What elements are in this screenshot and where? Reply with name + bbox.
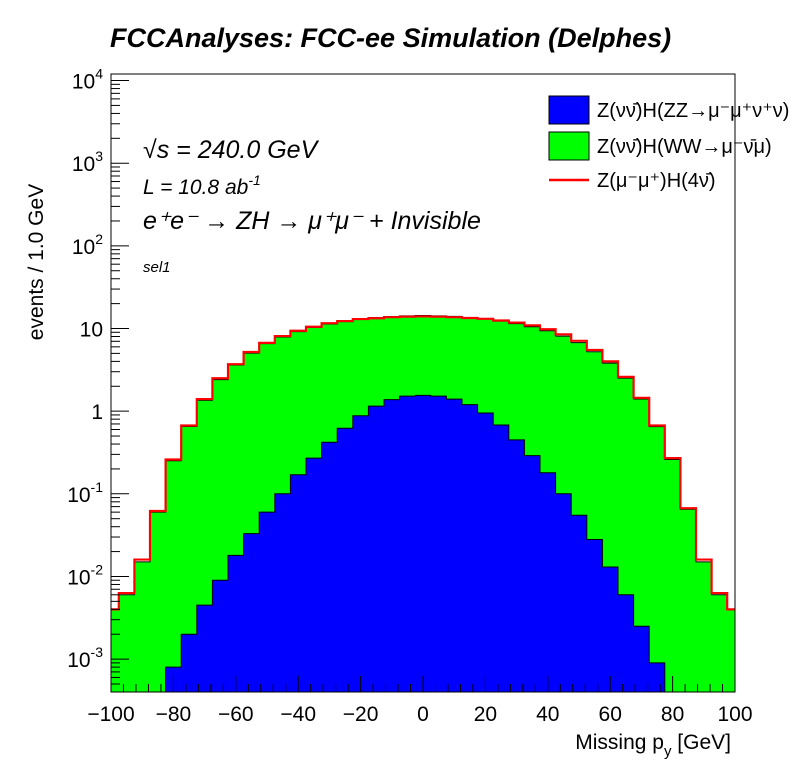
x-tick-label: 0 — [417, 703, 429, 726]
annotations: √s = 240.0 GeV L = 10.8 ab-1 e⁺e⁻ → ZH →… — [143, 136, 481, 276]
luminosity-base: L = 10.8 ab — [143, 176, 249, 199]
y-tick-exponent: -3 — [91, 644, 104, 660]
x-axis: −100 −80 −60 −40 −20 0 20 40 60 80 100 — [87, 676, 753, 726]
sqrt-s-symbol: √s — [143, 136, 169, 164]
x-tick-label: 20 — [474, 703, 497, 726]
legend-swatch-1 — [548, 131, 590, 161]
selection-label: sel1 — [143, 259, 171, 276]
y-tick-label: 10 — [80, 319, 103, 342]
legend-label-0: Z(νν̄)H(ZZ→μ⁻μ⁺ν⁺ν) — [597, 100, 789, 122]
y-tick-label: 102 — [72, 231, 103, 259]
y-tick-base: 1 — [91, 401, 103, 424]
y-tick-exponent: 4 — [95, 66, 103, 82]
y-tick-label: 10-3 — [67, 644, 103, 672]
x-tick-label: −100 — [87, 703, 134, 726]
y-tick-base: 10 — [72, 71, 95, 94]
chart-title: FCCAnalyses: FCC-ee Simulation (Delphes) — [110, 23, 671, 53]
y-tick-label: 10-1 — [67, 479, 103, 507]
x-axis-label: Missing py [GeV] — [575, 731, 731, 760]
sqrt-s-label: √s = 240.0 GeV — [143, 136, 320, 164]
y-axis-label: events / 1.0 GeV — [25, 184, 48, 340]
x-tick-label: −60 — [218, 703, 254, 726]
plot-area — [110, 315, 736, 693]
y-tick-label: 10-2 — [67, 561, 103, 589]
y-tick-base: 10 — [72, 236, 95, 259]
x-tick-label: 100 — [717, 703, 752, 726]
series-0-fill — [111, 394, 735, 693]
x-tick-label: −40 — [280, 703, 316, 726]
y-tick-base: 10 — [67, 566, 90, 589]
y-tick-exponent: 2 — [95, 231, 103, 247]
series-2-line — [111, 315, 735, 611]
legend-swatch-0 — [548, 95, 590, 125]
x-axis-label-unit: [GeV] — [671, 731, 731, 754]
y-tick-label: 104 — [72, 66, 103, 94]
legend-label-1: Z(νν̄)H(WW→μ⁻ν̄μ) — [597, 136, 772, 158]
energy-value: = 240.0 GeV — [169, 136, 319, 164]
y-tick-exponent: -1 — [91, 479, 104, 495]
y-tick-base: 10 — [67, 484, 90, 507]
luminosity-exponent: -1 — [248, 172, 260, 188]
y-tick-base: 10 — [72, 153, 95, 176]
y-tick-base: 10 — [67, 649, 90, 672]
x-axis-label-main: Missing p — [575, 731, 664, 754]
x-tick-label: 40 — [536, 703, 559, 726]
x-tick-label: −20 — [343, 703, 379, 726]
legend-label-2: Z(μ⁻μ⁺)H(4ν̄) — [597, 170, 716, 192]
y-tick-label: 1 — [91, 401, 103, 424]
x-axis-label-sub: y — [664, 743, 672, 760]
legend: Z(νν̄)H(ZZ→μ⁻μ⁺ν⁺ν) Z(νν̄)H(WW→μ⁻ν̄μ) Z(μ⁻… — [548, 95, 789, 192]
y-tick-base: 10 — [80, 319, 103, 342]
y-tick-label: 103 — [72, 148, 103, 176]
y-tick-exponent: -2 — [91, 561, 104, 577]
process-label: e⁺e⁻ → ZH → μ⁺μ⁻ + Invisible — [143, 207, 481, 235]
x-tick-label: 80 — [661, 703, 684, 726]
y-tick-exponent: 3 — [95, 148, 103, 164]
luminosity-label: L = 10.8 ab-1 — [143, 172, 261, 199]
x-tick-label: −80 — [156, 703, 192, 726]
x-tick-label: 60 — [599, 703, 622, 726]
